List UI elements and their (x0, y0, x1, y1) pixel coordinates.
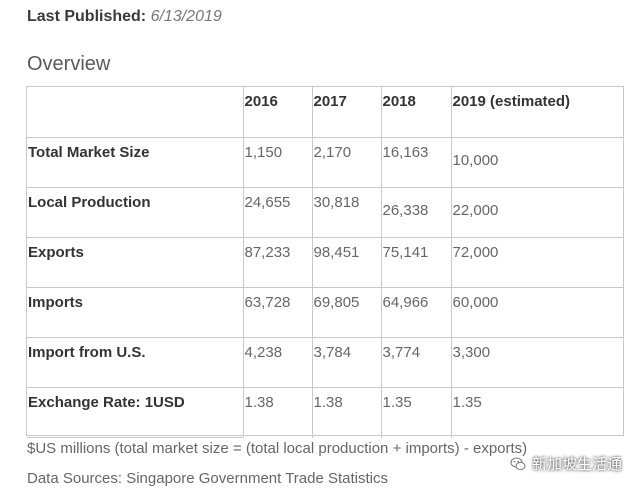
wechat-icon (510, 457, 526, 470)
table-cell: 10,000 (450, 137, 623, 188)
overview-table: 2016 2017 2018 2019 (estimated) Total Ma… (26, 86, 624, 438)
table-cell: 3,774 (380, 337, 451, 388)
watermark-text: 新加坡生活通 (531, 456, 622, 473)
row-label: Import from U.S. (27, 337, 243, 388)
column-header-2018: 2018 (380, 87, 451, 138)
table-row: Imports 63,728 69,805 64,966 60,000 (27, 287, 623, 338)
row-label: Imports (27, 287, 243, 338)
published-label: Last Published: (27, 8, 147, 25)
column-header-2016: 2016 (242, 87, 312, 138)
table-cell: 30,818 (311, 187, 381, 238)
table-cell: 1.38 (242, 387, 312, 438)
table-cell: 24,655 (242, 187, 312, 238)
table-cell: 60,000 (450, 287, 623, 338)
units-note: $US millions (total market size = (total… (27, 440, 528, 457)
table-cell: 4,238 (242, 337, 312, 388)
table-row: Import from U.S. 4,238 3,784 3,774 3,300 (27, 337, 623, 388)
table-cell: 98,451 (311, 237, 381, 288)
row-label: Exports (27, 237, 243, 288)
table-row: Local Production 24,655 30,818 26,338 22… (27, 187, 623, 238)
table-cell: 1.35 (380, 387, 451, 438)
table-cell: 22,000 (450, 187, 623, 238)
table-cell: 69,805 (311, 287, 381, 338)
column-header-2019: 2019 (estimated) (450, 87, 623, 138)
table-cell: 64,966 (380, 287, 451, 338)
table-cell: 87,233 (242, 237, 312, 288)
column-header-corner (27, 87, 243, 138)
table-cell: 75,141 (380, 237, 451, 288)
watermark: 新加坡生活通 (510, 453, 622, 474)
table-row: Total Market Size 1,150 2,170 16,163 10,… (27, 137, 623, 188)
table-cell: 2,170 (311, 137, 381, 188)
data-source: Data Sources: Singapore Government Trade… (27, 470, 389, 487)
row-label: Local Production (27, 187, 243, 238)
table-row: Exports 87,233 98,451 75,141 72,000 (27, 237, 623, 288)
table-header-row: 2016 2017 2018 2019 (estimated) (27, 87, 623, 138)
section-title: Overview (27, 53, 111, 75)
table-cell: 26,338 (380, 187, 451, 238)
table-cell: 16,163 (380, 137, 451, 188)
table-row: Exchange Rate: 1USD 1.38 1.38 1.35 1.35 (27, 387, 623, 438)
published-date: 6/13/2019 (150, 8, 222, 25)
column-header-2017: 2017 (311, 87, 381, 138)
table-cell: 1.35 (450, 387, 623, 438)
table-cell: 3,300 (450, 337, 623, 388)
table-cell: 63,728 (242, 287, 312, 338)
row-label: Exchange Rate: 1USD (27, 387, 243, 438)
table-cell: 1,150 (242, 137, 312, 188)
table-cell: 72,000 (450, 237, 623, 288)
table-cell: 3,784 (311, 337, 381, 388)
row-label: Total Market Size (27, 137, 243, 188)
table-cell: 1.38 (311, 387, 381, 438)
last-published: Last Published: 6/13/2019 (27, 8, 222, 26)
